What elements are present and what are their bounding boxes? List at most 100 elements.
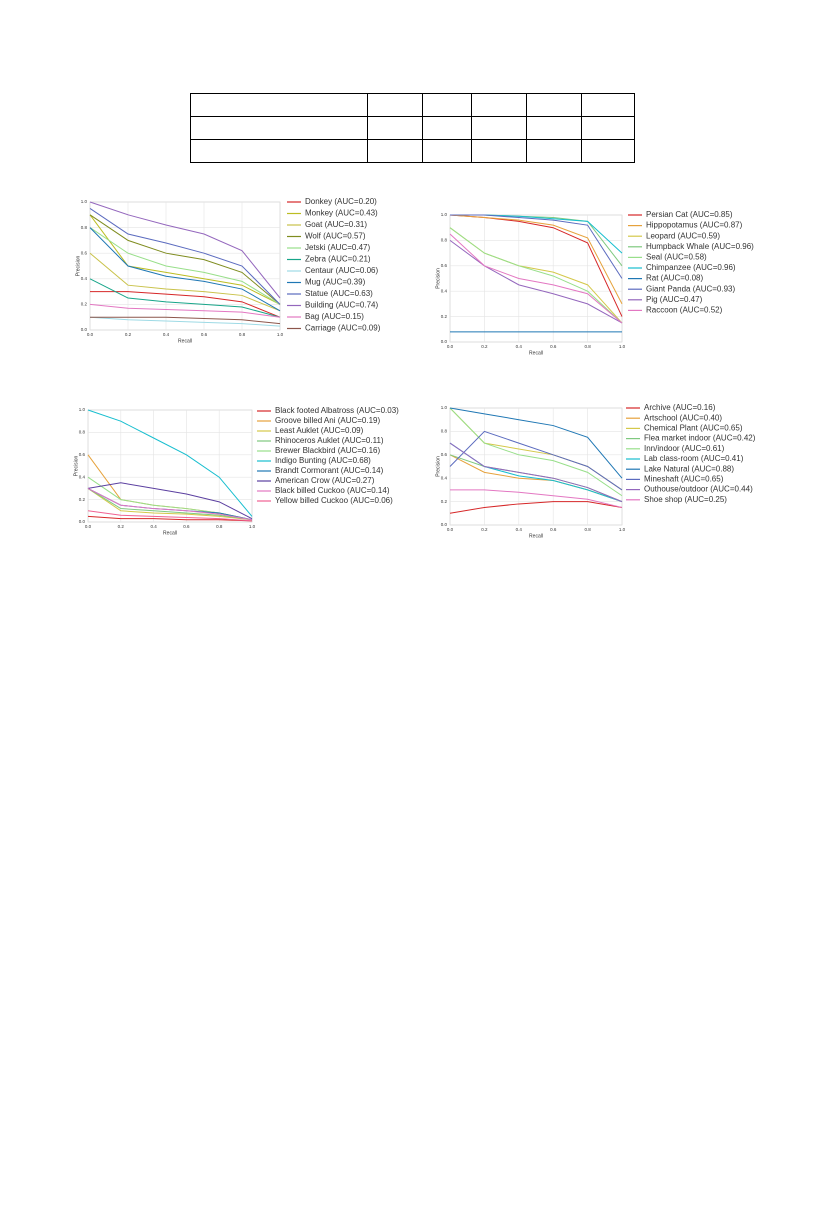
y-tick-label: 1.0 xyxy=(441,405,448,410)
pr-curve xyxy=(449,407,623,479)
pr-curve xyxy=(449,430,623,491)
legend-label: Rhinoceros Auklet (AUC=0.11) xyxy=(275,436,384,445)
y-axis-label: Precision xyxy=(73,456,79,477)
plot-area xyxy=(449,407,623,526)
legend-label: Centaur (AUC=0.06) xyxy=(305,266,378,275)
legend-label: American Crow (AUC=0.27) xyxy=(275,476,375,485)
x-tick-label: 1.0 xyxy=(619,344,626,349)
y-tick-label: 0.4 xyxy=(81,276,88,281)
y-tick-label: 0.0 xyxy=(441,522,448,527)
plot-area xyxy=(89,201,281,331)
pr-curve xyxy=(87,409,253,517)
pr-curve xyxy=(89,316,281,327)
x-tick-label: 0.6 xyxy=(550,344,557,349)
y-tick-label: 0.2 xyxy=(441,499,448,504)
legend-label: Mineshaft (AUC=0.65) xyxy=(644,475,724,484)
x-tick-label: 0.4 xyxy=(516,344,523,349)
y-tick-label: 0.2 xyxy=(79,497,86,502)
legend-label: Chemical Plant (AUC=0.65) xyxy=(644,424,743,433)
legend-label: Artschool (AUC=0.40) xyxy=(644,413,722,422)
legend-label: Jetski (AUC=0.47) xyxy=(305,243,370,252)
pr-curve xyxy=(87,487,253,521)
legend-label: Seal (AUC=0.58) xyxy=(646,253,707,262)
x-tick-label: 0.8 xyxy=(216,524,223,529)
y-tick-label: 0.8 xyxy=(441,429,448,434)
x-tick-label: 0.2 xyxy=(481,527,488,532)
legend-label: Black footed Albatross (AUC=0.03) xyxy=(275,406,399,415)
legend-label: Wolf (AUC=0.57) xyxy=(305,232,366,241)
pr-curve xyxy=(449,501,623,514)
legend-label: Groove billed Ani (AUC=0.19) xyxy=(275,416,381,425)
y-tick-label: 0.8 xyxy=(441,238,448,243)
x-tick-label: 0.8 xyxy=(584,527,591,532)
y-axis-label: Precision xyxy=(435,456,441,477)
legend-label: Zebra (AUC=0.21) xyxy=(305,255,371,264)
pr-curve xyxy=(89,278,281,318)
y-tick-label: 0.4 xyxy=(79,474,86,479)
x-axis-label: Recall xyxy=(178,338,192,344)
legend-label: Raccoon (AUC=0.52) xyxy=(646,306,723,315)
pr-curve xyxy=(89,214,281,305)
legend-label: Pig (AUC=0.47) xyxy=(646,295,703,304)
pr-curve xyxy=(449,233,623,324)
y-tick-label: 0.0 xyxy=(81,327,88,332)
legend-label: Brewer Blackbird (AUC=0.16) xyxy=(275,446,380,455)
x-tick-label: 0.8 xyxy=(584,344,591,349)
y-axis-label: Precision xyxy=(435,268,441,289)
legend-label: Goat (AUC=0.31) xyxy=(305,220,367,229)
legend-label: Statue (AUC=0.63) xyxy=(305,289,373,298)
y-tick-label: 0.6 xyxy=(441,263,448,268)
pr-curve xyxy=(89,227,281,305)
y-tick-label: 0.4 xyxy=(441,288,448,293)
x-axis-label: Recall xyxy=(163,530,177,536)
y-tick-label: 0.6 xyxy=(79,452,86,457)
legend-label: Carriage (AUC=0.09) xyxy=(305,324,381,333)
legend-label: Shoe shop (AUC=0.25) xyxy=(644,495,727,504)
pr-curve xyxy=(89,201,281,299)
x-tick-label: 0.4 xyxy=(150,524,157,529)
x-axis-label: Recall xyxy=(529,350,543,356)
pr-curve xyxy=(87,510,253,522)
legend-label: Lab class-room (AUC=0.41) xyxy=(644,454,744,463)
legend-label: Black billed Cuckoo (AUC=0.14) xyxy=(275,486,390,495)
pr-curve xyxy=(449,227,623,324)
pr-curve xyxy=(87,515,253,522)
x-tick-label: 0.6 xyxy=(201,332,208,337)
x-tick-label: 0.0 xyxy=(447,344,454,349)
pr-curve xyxy=(89,227,281,312)
x-tick-label: 0.8 xyxy=(239,332,246,337)
x-tick-label: 0.6 xyxy=(550,527,557,532)
legend-label: Indigo Bunting (AUC=0.68) xyxy=(275,456,371,465)
y-tick-label: 0.0 xyxy=(441,339,448,344)
legend-label: Chimpanzee (AUC=0.96) xyxy=(646,263,736,272)
legend-label: Persian Cat (AUC=0.85) xyxy=(646,210,733,219)
x-tick-label: 0.2 xyxy=(125,332,132,337)
pr-curve xyxy=(90,316,281,325)
y-tick-label: 0.0 xyxy=(79,519,86,524)
pr-curve xyxy=(449,442,623,503)
legend-label: Brandt Cormorant (AUC=0.14) xyxy=(275,466,384,475)
pr-curve xyxy=(89,214,281,305)
x-tick-label: 0.2 xyxy=(118,524,125,529)
plot-area xyxy=(87,409,253,523)
pr-curve xyxy=(450,489,623,508)
y-tick-label: 0.6 xyxy=(441,452,448,457)
legend-label: Flea market indoor (AUC=0.42) xyxy=(644,434,756,443)
legend-label: Humpback Whale (AUC=0.96) xyxy=(646,242,754,251)
y-tick-label: 0.4 xyxy=(441,475,448,480)
y-axis-label: Precision xyxy=(75,256,81,277)
pr-curve xyxy=(89,303,281,318)
x-tick-label: 0.4 xyxy=(163,332,170,337)
x-tick-label: 0.0 xyxy=(85,524,92,529)
pr-curve xyxy=(89,207,281,305)
pr-curve xyxy=(87,482,253,520)
legend-label: Inn/indoor (AUC=0.61) xyxy=(644,444,725,453)
legend-label: Outhouse/outdoor (AUC=0.44) xyxy=(644,485,753,494)
x-tick-label: 1.0 xyxy=(277,332,284,337)
y-tick-label: 1.0 xyxy=(81,199,88,204)
legend-label: Bag (AUC=0.15) xyxy=(305,312,364,321)
y-tick-label: 1.0 xyxy=(441,212,448,217)
x-tick-label: 0.2 xyxy=(481,344,488,349)
